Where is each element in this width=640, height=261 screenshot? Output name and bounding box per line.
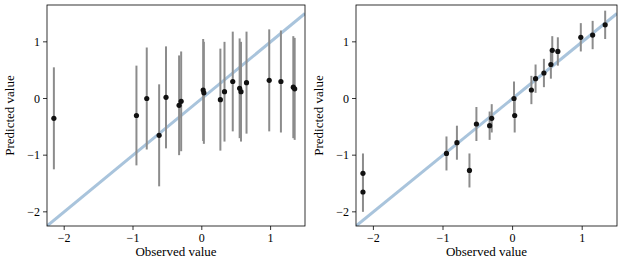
point (555, 49, 560, 54)
point (590, 32, 595, 37)
figure: −2 −1 0 1 −2 −1 0 1 Observed value Predicted valu… (0, 0, 640, 261)
y-tick (352, 155, 356, 156)
point (529, 87, 534, 92)
x-tick-label: −2 (367, 231, 380, 245)
point (222, 89, 227, 94)
point (292, 86, 297, 91)
y-tick-label: 1 (343, 35, 349, 49)
y-tick (352, 98, 356, 99)
x-tick (582, 226, 583, 230)
y-tick-label: −2 (336, 205, 349, 219)
x-tick-label: 1 (579, 231, 585, 245)
frame (356, 5, 617, 226)
point (218, 97, 223, 102)
y-tick-label: −2 (27, 205, 40, 219)
frame (47, 5, 305, 226)
point (487, 123, 492, 128)
chart: −2 −1 0 1 −2 −1 0 1 Observed value Predicted valu… (311, 5, 617, 259)
x-tick (443, 226, 444, 230)
point (144, 96, 149, 101)
y-axis-label: Predicted value (311, 75, 326, 156)
point (360, 171, 365, 176)
x-tick-label: −1 (127, 231, 140, 245)
reference-line (356, 14, 617, 227)
point (467, 168, 472, 173)
point (360, 189, 365, 194)
point (533, 76, 538, 81)
x-tick (373, 226, 374, 230)
x-tick (64, 226, 65, 230)
point (512, 113, 517, 118)
point (550, 48, 555, 53)
point (541, 70, 546, 75)
x-axis-label: Observed value (446, 244, 527, 259)
point (201, 90, 206, 95)
x-tick (270, 226, 271, 230)
y-tick (43, 211, 47, 212)
y-tick-label: 1 (34, 35, 40, 49)
x-tick (133, 226, 134, 230)
y-tick (43, 155, 47, 156)
plot-area (47, 14, 305, 227)
point (244, 80, 249, 85)
point (163, 95, 168, 100)
y-tick (352, 41, 356, 42)
point (230, 79, 235, 84)
x-tick-label: 0 (199, 231, 205, 245)
point (603, 22, 608, 27)
x-tick (512, 226, 513, 230)
point (474, 121, 479, 126)
x-tick-label: −1 (437, 231, 450, 245)
y-axis-label: Predicted value (2, 75, 17, 156)
point (454, 140, 459, 145)
y-tick (352, 211, 356, 212)
point (511, 96, 516, 101)
point (278, 79, 283, 84)
y-tick-label: −1 (336, 148, 349, 162)
y-tick (43, 98, 47, 99)
point (578, 35, 583, 40)
point (157, 133, 162, 138)
y-tick-label: 0 (34, 92, 40, 106)
x-axis-label: Observed value (135, 244, 216, 259)
y-tick-label: 0 (343, 92, 349, 106)
point (489, 116, 494, 121)
point (134, 113, 139, 118)
reference-line (47, 14, 305, 227)
point (444, 151, 449, 156)
x-tick-label: 1 (268, 231, 274, 245)
chart: −2 −1 0 1 −2 −1 0 1 Observed value Predicted valu… (2, 5, 305, 259)
point (51, 116, 56, 121)
y-tick (43, 41, 47, 42)
y-tick-label: −1 (27, 148, 40, 162)
point (238, 89, 243, 94)
point (179, 99, 184, 104)
x-tick (201, 226, 202, 230)
x-tick-label: −2 (58, 231, 71, 245)
x-tick-label: 0 (510, 231, 516, 245)
plot-area (356, 11, 617, 226)
point (548, 62, 553, 67)
point (267, 78, 272, 83)
